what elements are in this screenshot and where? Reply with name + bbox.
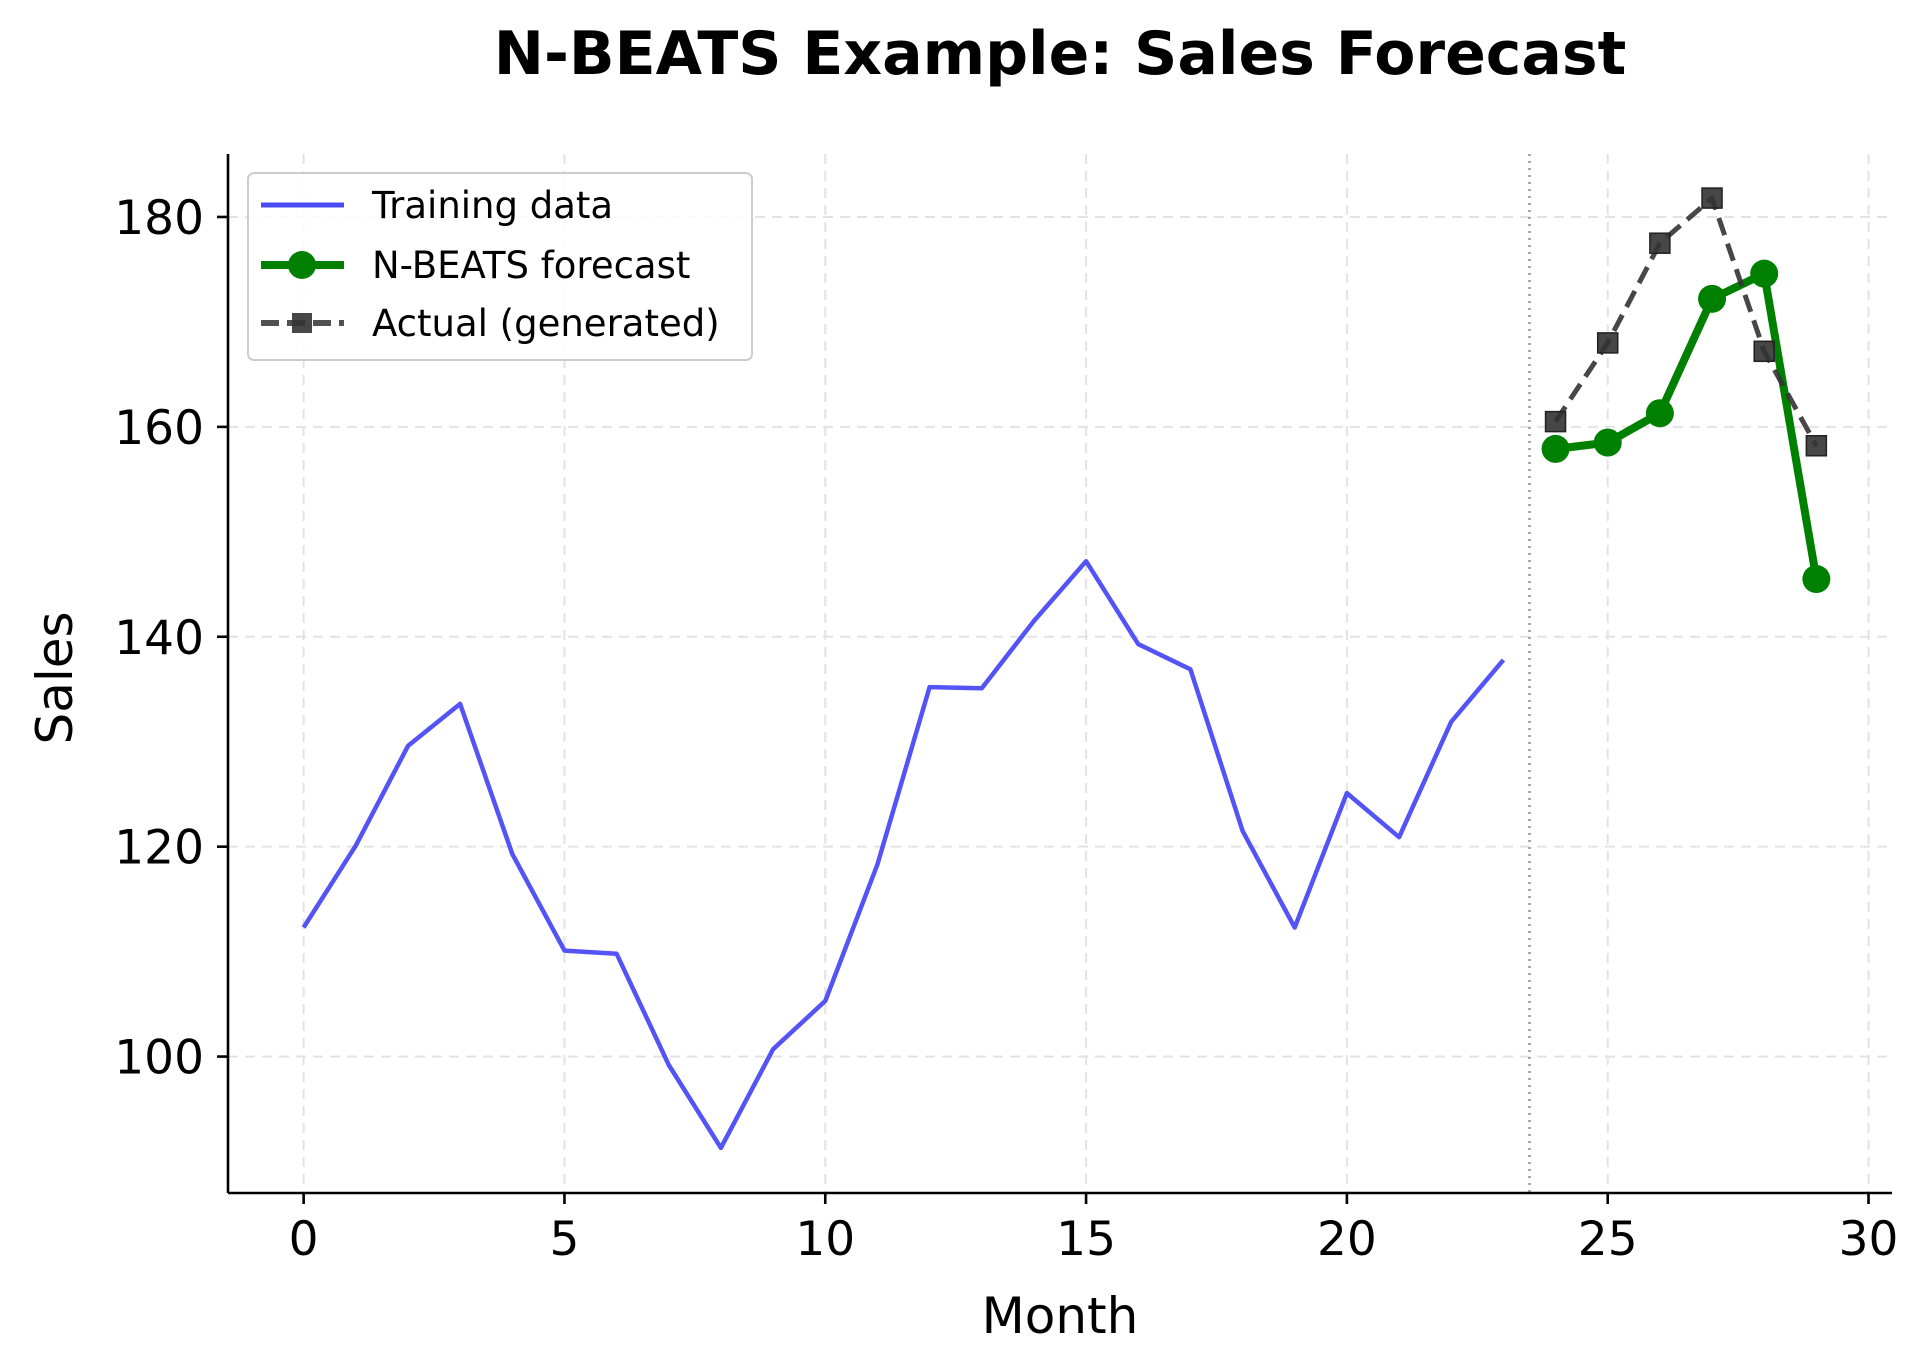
series-line-actual-generated — [1553, 195, 1819, 448]
x-tick-label-5: 5 — [549, 1212, 579, 1267]
x-axis-label: Month — [982, 1287, 1139, 1345]
axes — [226, 154, 1892, 1195]
forecast-point — [1698, 284, 1727, 313]
actual-point — [1596, 332, 1619, 354]
x-tick-label-0: 0 — [289, 1212, 319, 1267]
actual-point — [1753, 340, 1775, 363]
grid — [228, 154, 1892, 1193]
x-tick-label-30: 30 — [1839, 1212, 1899, 1267]
series-actual-generated — [1544, 187, 1828, 457]
legend-label-actual: Actual (generated) — [372, 302, 720, 345]
forecast-point — [1750, 259, 1779, 288]
actual-point — [1805, 435, 1828, 457]
x-tick-label-25: 25 — [1578, 1212, 1638, 1267]
series-n-beats-forecast — [1541, 259, 1831, 594]
y-tick-label-140: 140 — [114, 611, 204, 666]
y-tick-label-180: 180 — [114, 191, 204, 246]
series-training-data — [301, 558, 1506, 1151]
y-tick-label-120: 120 — [114, 821, 204, 876]
x-tick-label-15: 15 — [1056, 1212, 1116, 1267]
series-group — [301, 187, 1831, 1151]
y-tick-label-100: 100 — [114, 1031, 204, 1086]
y-axis-label: Sales — [26, 611, 84, 744]
legend-label-training: Training data — [371, 184, 613, 227]
y-tick-label-160: 160 — [114, 401, 204, 456]
chart-title: N-BEATS Example: Sales Forecast — [494, 19, 1627, 89]
series-line-training-data — [301, 558, 1506, 1151]
x-tick-label-10: 10 — [795, 1212, 855, 1267]
legend-swatch-forecast-marker — [288, 251, 316, 279]
forecast-point — [1645, 399, 1674, 428]
forecast-point — [1541, 434, 1570, 463]
actual-point — [1544, 410, 1567, 433]
actual-point — [1701, 187, 1723, 209]
legend: Training data N-BEATS forecast Actual (g… — [247, 172, 753, 361]
forecast-point — [1593, 428, 1622, 457]
actual-point — [1649, 232, 1671, 254]
x-tick-label-20: 20 — [1317, 1212, 1377, 1267]
ticks: 0 5 10 15 20 25 30 100 120 140 160 180 — [114, 191, 1898, 1267]
legend-label-forecast: N-BEATS forecast — [372, 244, 690, 287]
legend-swatch-actual-marker — [292, 313, 312, 333]
forecast-point — [1802, 565, 1831, 594]
legend-frame — [247, 172, 753, 361]
